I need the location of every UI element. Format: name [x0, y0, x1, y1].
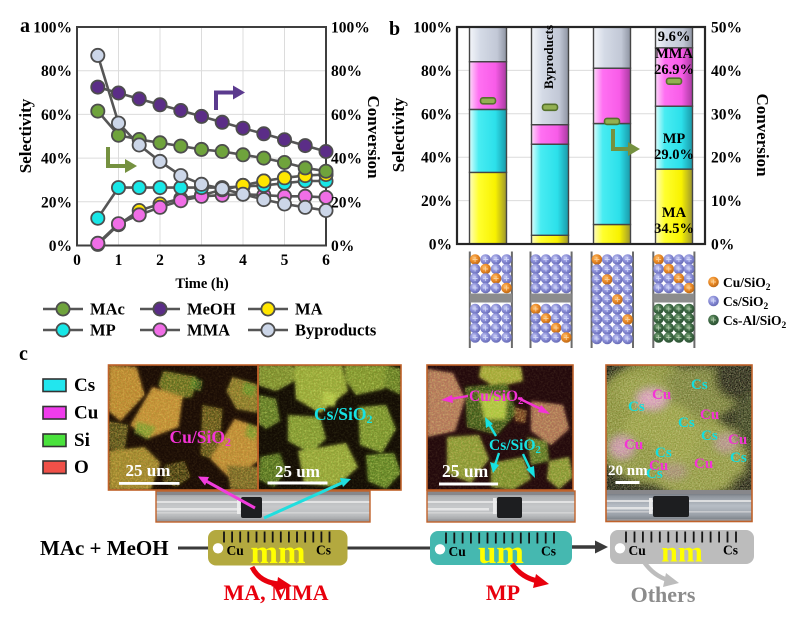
- svg-text:Selectivity: Selectivity: [16, 98, 35, 173]
- svg-text:b: b: [389, 18, 400, 40]
- svg-text:0%: 0%: [429, 237, 452, 254]
- svg-text:25 um: 25 um: [126, 461, 171, 480]
- svg-text:Cu/SiO2: Cu/SiO2: [723, 275, 771, 293]
- svg-text:Conversion: Conversion: [364, 95, 383, 179]
- svg-text:60%: 60%: [41, 107, 72, 124]
- svg-text:Cs-Al/SiO2: Cs-Al/SiO2: [723, 313, 787, 331]
- svg-text:Cu: Cu: [629, 543, 647, 558]
- svg-text:Cu: Cu: [694, 456, 713, 472]
- svg-text:Cu: Cu: [728, 432, 747, 448]
- svg-text:MP: MP: [663, 131, 686, 147]
- svg-text:MP: MP: [486, 580, 520, 605]
- svg-text:100%: 100%: [413, 20, 452, 37]
- svg-text:20%: 20%: [421, 193, 452, 210]
- svg-text:Cs/SiO2: Cs/SiO2: [489, 437, 541, 456]
- svg-text:Cu: Cu: [449, 544, 467, 559]
- svg-text:60%: 60%: [421, 106, 452, 123]
- svg-text:10%: 10%: [711, 193, 742, 210]
- svg-text:40%: 40%: [331, 151, 362, 168]
- svg-text:25 um: 25 um: [275, 462, 320, 481]
- svg-text:3: 3: [198, 252, 206, 269]
- svg-text:0: 0: [73, 252, 81, 269]
- svg-text:40%: 40%: [711, 63, 742, 80]
- svg-text:Cu: Cu: [649, 458, 668, 474]
- svg-text:80%: 80%: [41, 63, 72, 80]
- svg-text:Time (h): Time (h): [175, 276, 228, 292]
- svg-text:nm: nm: [661, 536, 703, 569]
- svg-text:mm: mm: [251, 535, 306, 571]
- svg-text:Cs: Cs: [678, 415, 695, 431]
- svg-text:Si: Si: [74, 430, 90, 451]
- svg-text:Selectivity: Selectivity: [389, 97, 408, 172]
- svg-text:Cs: Cs: [628, 399, 645, 415]
- svg-text:Cu: Cu: [74, 403, 99, 424]
- svg-text:MMA: MMA: [187, 321, 230, 340]
- svg-text:40%: 40%: [421, 150, 452, 167]
- svg-text:4: 4: [239, 252, 247, 269]
- svg-text:20%: 20%: [41, 194, 72, 211]
- svg-text:MeOH: MeOH: [187, 300, 236, 319]
- svg-text:Byproducts: Byproducts: [295, 321, 377, 340]
- svg-text:20 nm: 20 nm: [608, 463, 648, 479]
- svg-text:Cs: Cs: [723, 542, 738, 557]
- svg-text:Cs/SiO2: Cs/SiO2: [314, 404, 373, 426]
- svg-text:9.6%: 9.6%: [658, 29, 691, 45]
- svg-text:um: um: [478, 535, 524, 571]
- svg-text:Cs: Cs: [646, 466, 663, 482]
- svg-text:60%: 60%: [331, 107, 362, 124]
- svg-text:25 um: 25 um: [442, 461, 489, 481]
- svg-text:34.5%: 34.5%: [654, 221, 694, 237]
- svg-text:Others: Others: [631, 582, 696, 607]
- svg-text:c: c: [19, 343, 28, 365]
- svg-text:29.0%: 29.0%: [654, 147, 694, 163]
- svg-text:Cu: Cu: [700, 407, 719, 423]
- svg-text:Cu/SiO2: Cu/SiO2: [170, 427, 231, 449]
- svg-text:O: O: [74, 457, 89, 478]
- svg-text:a: a: [20, 15, 30, 37]
- svg-text:Cs: Cs: [655, 445, 672, 461]
- svg-text:20%: 20%: [711, 150, 742, 167]
- svg-text:MMA: MMA: [655, 46, 693, 62]
- svg-text:80%: 80%: [421, 63, 452, 80]
- svg-text:0%: 0%: [331, 238, 354, 255]
- svg-text:0%: 0%: [49, 238, 72, 255]
- svg-text:Cu: Cu: [652, 387, 671, 403]
- svg-text:Cs: Cs: [316, 542, 331, 557]
- svg-text:0%: 0%: [711, 237, 734, 254]
- svg-text:MA, MMA: MA, MMA: [223, 580, 328, 605]
- svg-text:80%: 80%: [331, 63, 362, 80]
- svg-text:MAc + MeOH: MAc + MeOH: [40, 536, 169, 560]
- svg-text:Cs: Cs: [701, 428, 718, 444]
- svg-text:20%: 20%: [331, 194, 362, 211]
- svg-text:26.9%: 26.9%: [654, 62, 694, 78]
- svg-text:100%: 100%: [331, 20, 370, 37]
- svg-text:Cs: Cs: [541, 543, 556, 558]
- svg-text:100%: 100%: [33, 20, 72, 37]
- svg-text:MP: MP: [90, 321, 116, 340]
- svg-text:Cs: Cs: [74, 375, 95, 396]
- svg-text:Cu: Cu: [624, 437, 643, 453]
- svg-text:6: 6: [322, 252, 330, 269]
- svg-text:MA: MA: [295, 300, 323, 319]
- svg-text:50%: 50%: [711, 20, 742, 37]
- svg-text:Byproducts: Byproducts: [541, 25, 556, 89]
- svg-text:Cu/SiO2: Cu/SiO2: [469, 388, 523, 407]
- svg-text:2: 2: [156, 252, 164, 269]
- svg-text:30%: 30%: [711, 106, 742, 123]
- svg-text:Cs/SiO2: Cs/SiO2: [723, 294, 769, 312]
- svg-text:MAc: MAc: [90, 300, 125, 319]
- svg-text:40%: 40%: [41, 151, 72, 168]
- svg-text:MA: MA: [662, 205, 687, 221]
- svg-text:Cs: Cs: [691, 377, 708, 393]
- svg-text:Cs: Cs: [730, 450, 747, 466]
- svg-text:5: 5: [281, 252, 289, 269]
- svg-text:Conversion: Conversion: [753, 93, 772, 177]
- svg-text:1: 1: [115, 252, 123, 269]
- svg-text:Cu: Cu: [227, 543, 245, 558]
